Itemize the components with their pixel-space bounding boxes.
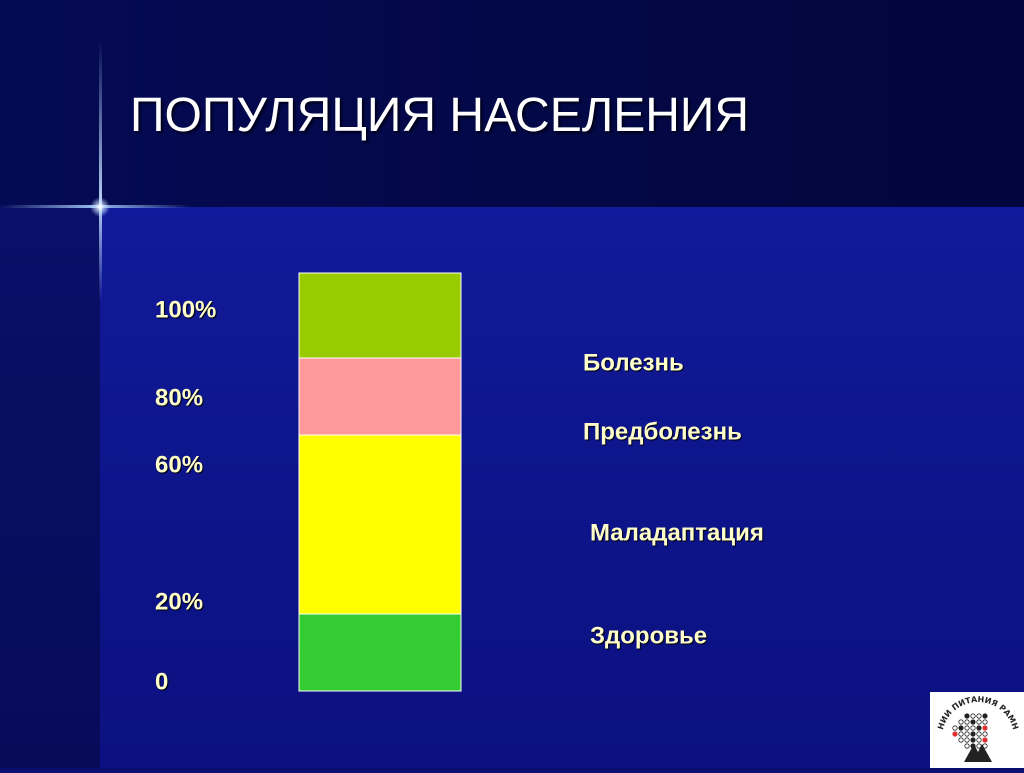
logo-dot	[958, 719, 964, 725]
logo-dot	[964, 719, 970, 725]
logo-dot	[982, 731, 988, 737]
axis-tick-label-2: 80%	[155, 384, 203, 411]
legend-label-4: Болезнь	[583, 349, 684, 376]
bar-segment-1	[298, 613, 462, 692]
logo-dot	[976, 719, 982, 725]
logo-dot	[958, 737, 964, 743]
logo-dot	[958, 725, 964, 731]
logo-dot	[964, 725, 970, 731]
logo-dot	[964, 731, 970, 737]
axis-tick-label-1: 100%	[155, 296, 216, 323]
light-flare-core	[90, 197, 110, 217]
header-band	[0, 0, 1024, 207]
tree-of-circles-logo: НИИ ПИТАНИЯ РАМН	[936, 695, 1020, 762]
logo-dot	[970, 719, 976, 725]
logo-dot	[976, 731, 982, 737]
axis-tick-label-5: 0	[155, 668, 168, 695]
logo-dot	[976, 725, 982, 731]
logo-dot	[970, 713, 976, 719]
logo-dot	[982, 725, 988, 731]
legend-label-2: Маладаптация	[590, 519, 764, 546]
logo-dot	[964, 737, 970, 743]
logo-text: НИИ ПИТАНИЯ РАМН	[936, 695, 1020, 731]
page-title: ПОПУЛЯЦИЯ НАСЕЛЕНИЯ	[130, 89, 750, 142]
logo-dot	[964, 713, 970, 719]
bar-segment-2	[298, 434, 462, 615]
left-band	[0, 207, 100, 768]
logo-dot	[952, 731, 958, 737]
bar-segment-4	[298, 272, 462, 359]
logo-dot	[958, 731, 964, 737]
logo-dot	[964, 743, 970, 749]
bar-segment-3	[298, 357, 462, 436]
logo-dot	[970, 725, 976, 731]
legend-label-3: Предболезнь	[583, 418, 742, 445]
logo-dot	[952, 725, 958, 731]
logo-dot	[976, 713, 982, 719]
svg-text:НИИ ПИТАНИЯ РАМН: НИИ ПИТАНИЯ РАМН	[936, 695, 1020, 731]
logo-dot	[970, 731, 976, 737]
content-background	[100, 207, 1024, 768]
logo-dot	[982, 737, 988, 743]
legend-label-1: Здоровье	[590, 622, 707, 649]
light-flare-vertical	[99, 40, 102, 300]
institute-logo: НИИ ПИТАНИЯ РАМН	[930, 692, 1024, 768]
logo-dot	[970, 737, 976, 743]
logo-dot	[976, 737, 982, 743]
axis-tick-label-4: 20%	[155, 588, 203, 615]
logo-dot	[982, 719, 988, 725]
logo-dot	[982, 713, 988, 719]
axis-tick-label-3: 60%	[155, 451, 203, 478]
